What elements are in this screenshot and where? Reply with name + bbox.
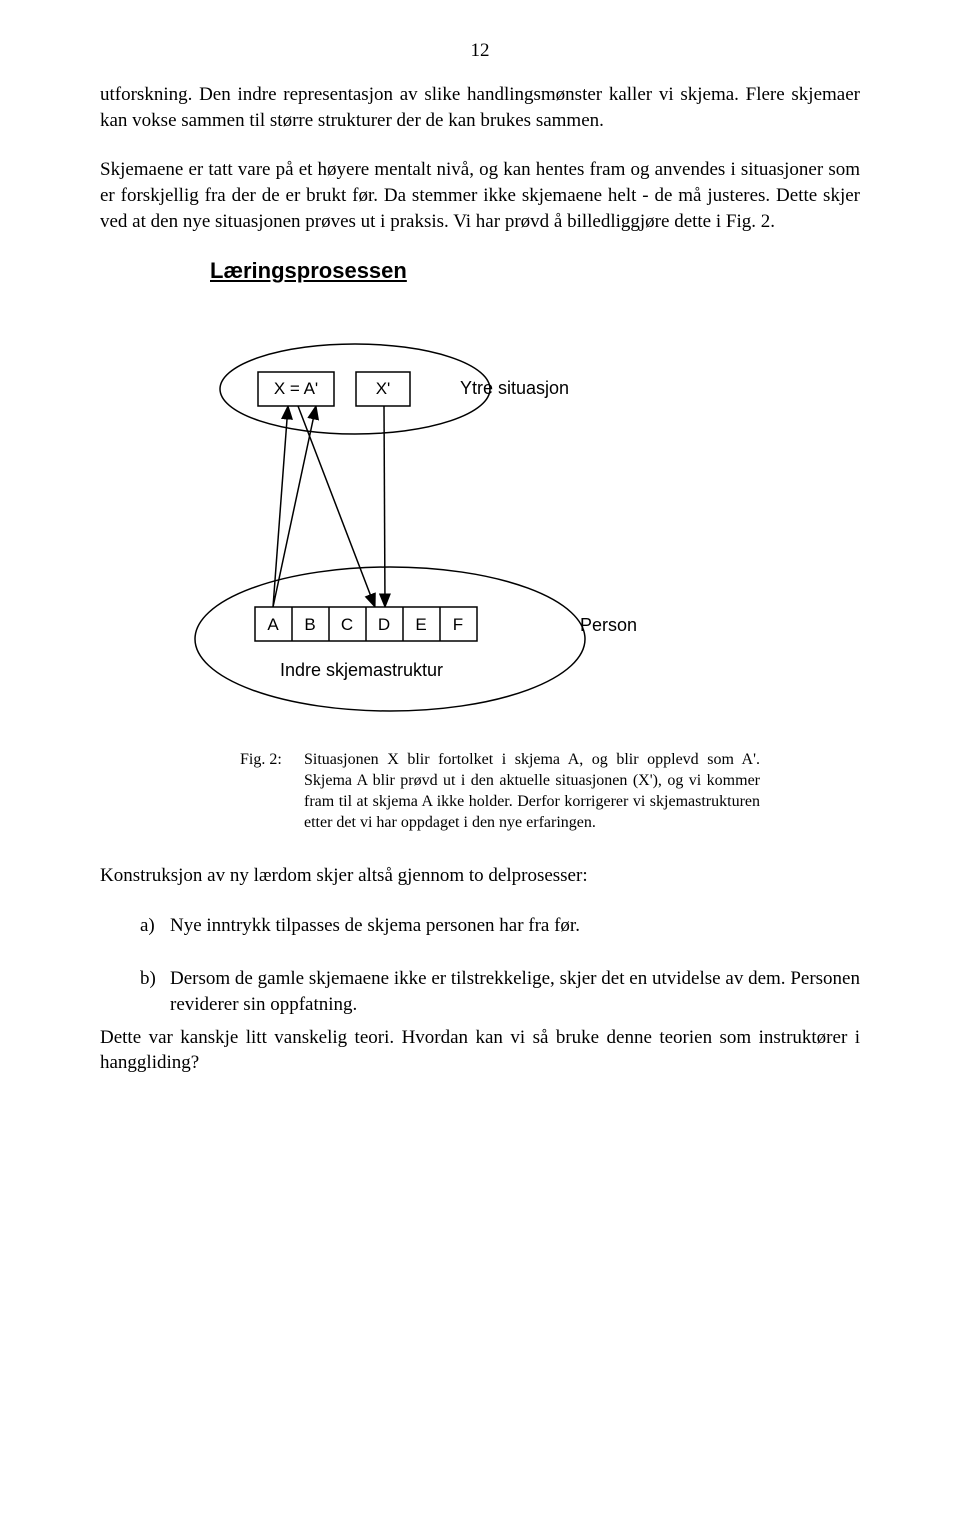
caption-label: Fig. 2:: [240, 750, 304, 833]
label-person: Person: [580, 615, 637, 635]
svg-text:C: C: [341, 615, 353, 634]
paragraph-4: Dette var kanskje litt vanskelig teori. …: [100, 1025, 860, 1076]
box-x-equals-a: X = A': [258, 372, 334, 406]
figure-title: Læringsprosessen: [210, 258, 860, 284]
document-page: 12 utforskning. Den indre representasjon…: [0, 0, 960, 1516]
svg-text:B: B: [304, 615, 315, 634]
paragraph-3: Konstruksjon av ny lærdom skjer altså gj…: [100, 863, 860, 889]
svg-text:E: E: [415, 615, 426, 634]
caption-text: Situasjonen X blir fortolket i skjema A,…: [304, 750, 760, 833]
paragraph-2: Skjemaene er tatt vare på et høyere ment…: [100, 157, 860, 234]
svg-text:F: F: [453, 615, 463, 634]
svg-text:D: D: [378, 615, 390, 634]
svg-text:A: A: [267, 615, 279, 634]
svg-text:X = A': X = A': [274, 379, 318, 398]
list-item-a: a) Nye inntrykk tilpasses de skjema pers…: [140, 913, 860, 940]
paragraph-1: utforskning. Den indre representasjon av…: [100, 82, 860, 133]
list-marker-a: a): [140, 913, 170, 940]
label-indre-skjemastruktur: Indre skjemastruktur: [280, 660, 443, 680]
label-ytre-situasjon: Ytre situasjon: [460, 378, 569, 398]
svg-text:X': X': [376, 379, 391, 398]
list-text-b: Dersom de gamle skjemaene ikke er tilstr…: [170, 966, 860, 1019]
figure-caption: Fig. 2: Situasjonen X blir fortolket i s…: [240, 750, 760, 833]
list-item-b: b) Dersom de gamle skjemaene ikke er til…: [140, 966, 860, 1019]
process-list: a) Nye inntrykk tilpasses de skjema pers…: [140, 913, 860, 1019]
list-text-a: Nye inntrykk tilpasses de skjema persone…: [170, 913, 860, 940]
schema-row: A B C D E F: [255, 607, 477, 641]
box-x-prime: X': [356, 372, 410, 406]
page-number: 12: [100, 40, 860, 62]
list-marker-b: b): [140, 966, 170, 1019]
learning-process-diagram: X = A' X' Ytre situasjon A B C D: [180, 294, 780, 734]
